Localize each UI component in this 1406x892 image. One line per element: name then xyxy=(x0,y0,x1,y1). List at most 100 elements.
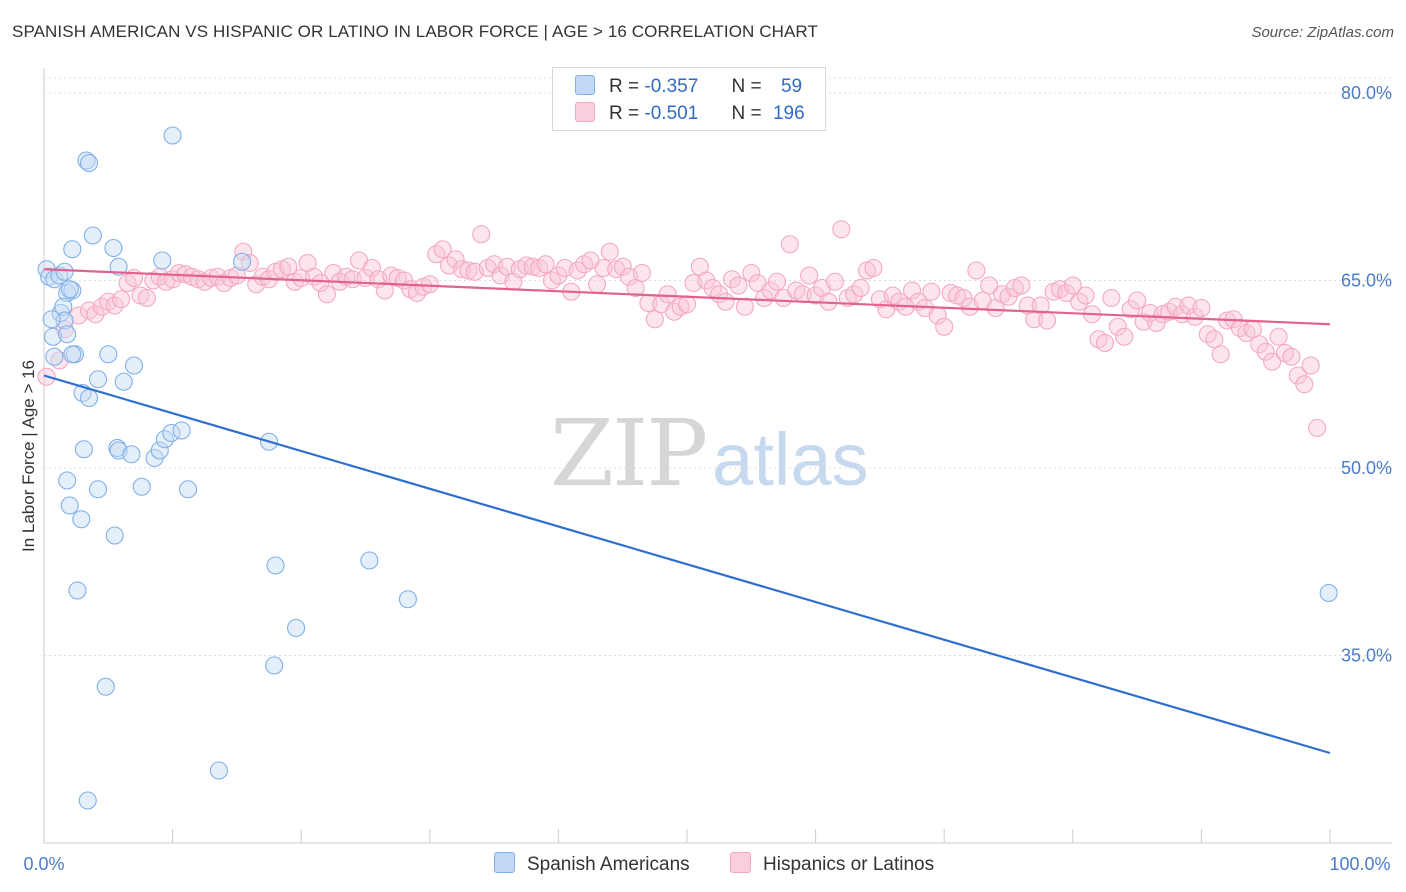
spanish-point xyxy=(88,370,108,389)
y-tick-label: 50.0% xyxy=(1341,458,1392,478)
hispanic-point xyxy=(472,225,491,244)
hispanic-point xyxy=(922,282,941,301)
spanish-point xyxy=(150,441,169,460)
hispanic-point xyxy=(375,281,394,300)
hispanic-point xyxy=(1128,291,1147,310)
hispanic-point xyxy=(632,263,652,283)
legend-n-value: 59 xyxy=(780,76,803,97)
hispanic-point xyxy=(1057,283,1076,303)
spanish-point xyxy=(1319,583,1338,603)
y-tick-label: 35.0% xyxy=(1341,646,1392,666)
hispanic-point xyxy=(112,290,131,309)
legend-n-label: N = xyxy=(731,103,762,124)
hispanic-point xyxy=(1282,347,1301,366)
spanish-point xyxy=(79,388,99,408)
y-tick-label: 80.0% xyxy=(1341,83,1392,103)
spanish-point xyxy=(96,677,115,696)
hispanic-point xyxy=(137,288,156,308)
spanish-point xyxy=(43,327,63,346)
spanish-point xyxy=(77,151,96,170)
spanish-point xyxy=(88,480,108,499)
spanish-point xyxy=(122,445,141,464)
y-tick-label: 65.0% xyxy=(1341,271,1392,291)
spanish-point xyxy=(209,761,228,780)
hispanic-point xyxy=(1263,352,1282,371)
hispanic-point xyxy=(459,261,478,280)
spanish-point xyxy=(132,477,151,496)
spanish-point xyxy=(287,618,306,638)
hispanic-point xyxy=(1115,327,1134,346)
spanish-point xyxy=(60,496,79,515)
hispanic-point xyxy=(594,258,613,278)
legend-row-hispanic: R = -0.501 N = 196 xyxy=(575,102,805,126)
hispanic-point xyxy=(1211,345,1230,364)
hispanic-point xyxy=(851,278,870,298)
hispanic-point xyxy=(1095,333,1114,353)
hispanic-point xyxy=(1243,320,1262,339)
hispanic-point xyxy=(780,235,799,254)
spanish-point xyxy=(45,347,64,366)
spanish-point xyxy=(109,257,128,276)
hispanic-point xyxy=(729,276,748,295)
spanish-point xyxy=(178,480,198,499)
hispanic-point xyxy=(1108,317,1127,336)
trend-line-hispanic xyxy=(43,268,1331,326)
hispanic-point xyxy=(292,268,311,288)
trend-lines xyxy=(43,268,1331,755)
axes xyxy=(43,68,1392,844)
chart-source: Source: ZipAtlas.com xyxy=(1251,24,1394,41)
chart-title: SPANISH AMERICAN VS HISPANIC OR LATINO I… xyxy=(12,22,818,41)
spanish-point xyxy=(58,325,77,344)
hispanic-point xyxy=(227,266,246,285)
spanish-point xyxy=(124,356,144,375)
spanish-point xyxy=(58,471,77,490)
hispanic-point xyxy=(825,272,844,291)
legend-n-value: 196 xyxy=(772,103,805,124)
hispanic-point xyxy=(832,220,851,239)
hispanic-point xyxy=(902,281,922,300)
spanish-point xyxy=(68,581,87,600)
hispanic-point xyxy=(600,242,619,261)
spanish-point xyxy=(114,372,133,391)
axis-labels: 35.0% 50.0% 65.0% 80.0% 0.0% 100.0% In Labor F… xyxy=(19,83,1392,874)
correlation-legend: R = -0.357 N = 59 R = -0.501 N = 196 xyxy=(552,67,826,131)
hispanic-point xyxy=(420,275,439,294)
hispanic-point xyxy=(742,263,761,283)
spanish-point xyxy=(60,280,79,299)
hispanic-point xyxy=(549,266,568,285)
legend-r-label: R = xyxy=(609,76,640,97)
trend-line-spanish xyxy=(43,374,1331,755)
hispanic-point xyxy=(1038,311,1057,330)
hispanic-point xyxy=(800,266,819,285)
spanish-point xyxy=(232,252,252,271)
hispanic-point xyxy=(935,317,954,336)
hispanic-point xyxy=(645,310,664,329)
hispanic-point xyxy=(311,273,330,293)
bottom-legend-label-spanish: Spanish Americans xyxy=(527,854,690,875)
spanish-point xyxy=(55,262,74,281)
hispanic-point xyxy=(613,257,632,276)
spanish-point xyxy=(153,251,172,270)
hispanic-point xyxy=(1063,276,1082,295)
hispanic-point xyxy=(446,250,465,269)
legend-swatch-hispanic xyxy=(575,102,595,122)
hispanic-point xyxy=(1250,335,1269,354)
spanish-point xyxy=(360,551,379,570)
hispanic-point xyxy=(1012,276,1031,295)
spanish-point xyxy=(105,526,124,545)
watermark: ZIPatlas xyxy=(550,400,868,507)
spanish-point xyxy=(74,440,93,459)
hispanic-point xyxy=(1205,330,1224,349)
spanish-point xyxy=(163,126,182,145)
hispanic-point xyxy=(1166,297,1185,316)
legend-r-value: -0.501 xyxy=(644,103,699,124)
bottom-legend-swatch-hispanic xyxy=(730,852,751,873)
hispanic-point xyxy=(1076,286,1095,305)
bottom-legend-hispanic: Hispanics or Latinos xyxy=(730,852,934,876)
spanish-point xyxy=(172,421,191,440)
spanish-point xyxy=(63,345,82,364)
hispanic-point xyxy=(1031,296,1050,315)
spanish-point xyxy=(398,590,417,609)
spanish-point xyxy=(104,238,123,258)
